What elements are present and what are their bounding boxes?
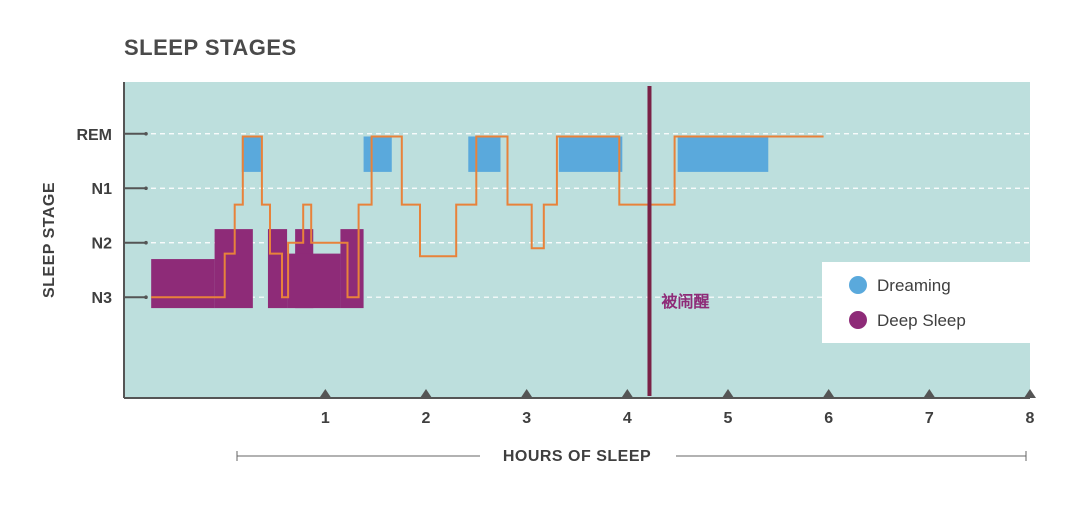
dreaming-block — [677, 136, 769, 172]
deep-sleep-block — [287, 253, 341, 309]
x-tick-marker — [319, 389, 332, 398]
y-axis-label: SLEEP STAGE — [41, 182, 58, 298]
x-tick-marker — [420, 389, 432, 398]
x-tick-label: 7 — [925, 410, 934, 427]
legend-box — [822, 262, 1030, 343]
x-ticks: 1 2 3 4 5 6 7 8 — [319, 389, 1036, 427]
y-ticks: REM N1 N2 N3 — [76, 127, 148, 307]
plot-background — [124, 82, 1030, 398]
x-tick-marker — [923, 389, 936, 398]
x-axis-label: HOURS OF SLEEP — [503, 448, 651, 465]
x-tick-label: 6 — [824, 410, 833, 427]
x-tick-label: 5 — [724, 410, 733, 427]
x-tick-label: 1 — [321, 410, 330, 427]
y-tick-dot — [144, 240, 148, 245]
dreaming-block — [558, 136, 623, 172]
grid-lines — [124, 133, 1030, 298]
y-tick-dot — [144, 131, 148, 136]
y-tick-label: REM — [76, 127, 112, 144]
x-tick-marker — [520, 389, 533, 398]
wake-marker-label: 被闹醒 — [661, 292, 709, 311]
x-tick-label: 4 — [623, 410, 632, 427]
y-tick-label: N1 — [92, 181, 113, 198]
legend-deep-sleep-label: Deep Sleep — [877, 311, 966, 330]
dreaming-block — [241, 136, 261, 172]
deep-sleep-block — [151, 259, 215, 309]
x-tick-label: 2 — [422, 410, 431, 427]
dreaming-blocks — [241, 136, 769, 172]
hypnogram-line — [151, 135, 824, 299]
dreaming-block — [363, 136, 392, 172]
y-tick-label: N2 — [92, 236, 113, 253]
x-tick-marker — [621, 389, 634, 398]
y-tick-dot — [144, 295, 148, 300]
y-tick-dot — [144, 186, 148, 191]
legend-deep-sleep-swatch — [849, 311, 867, 329]
y-tick-label: N3 — [92, 290, 113, 307]
dreaming-block — [468, 136, 501, 172]
x-tick-marker — [822, 389, 835, 398]
legend: Dreaming Deep Sleep — [822, 262, 1030, 343]
x-tick-label: 8 — [1026, 410, 1035, 427]
chart-title: SLEEP STAGES — [124, 35, 297, 60]
x-tick-marker — [722, 389, 734, 398]
legend-dreaming-label: Dreaming — [877, 276, 951, 295]
x-tick-label: 3 — [522, 410, 531, 427]
legend-dreaming-swatch — [849, 276, 867, 294]
x-tick-marker — [1024, 389, 1036, 398]
